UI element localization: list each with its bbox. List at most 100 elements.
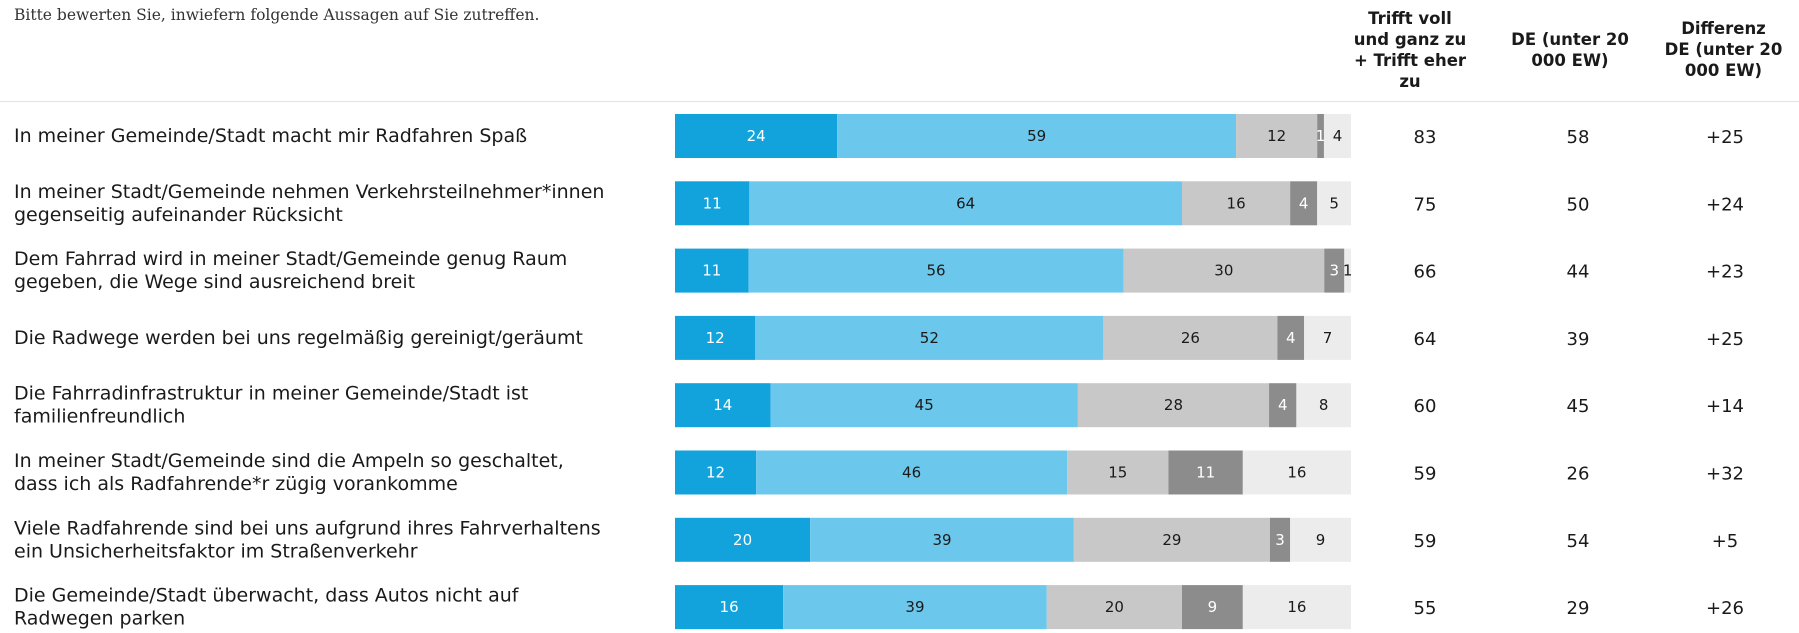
bar-segment-label: 1: [1343, 262, 1353, 280]
bar-segment-label: 12: [1267, 127, 1286, 145]
bar-segment: [1182, 181, 1291, 226]
bar-segment: [1290, 181, 1318, 226]
row-label: In meiner Gemeinde/Stadt macht mir Radfa…: [14, 125, 527, 147]
bar-segment: [1046, 585, 1182, 630]
col-header-de: DE (unter 20 000 EW): [1511, 30, 1629, 70]
row-label: In meiner Stadt/Gemeinde nehmen Verkehrs…: [14, 181, 604, 226]
bar-segment: [675, 181, 750, 226]
row-label: In meiner Stadt/Gemeinde sind die Ampeln…: [14, 450, 564, 495]
bar-segment-label: 4: [1333, 127, 1343, 145]
bar-segment-label: 16: [1227, 194, 1246, 212]
bar-segment-label: 16: [1287, 464, 1306, 482]
bar-segment: [1304, 315, 1351, 360]
bar-segment-label: 39: [905, 598, 924, 616]
bar-segment: [1242, 450, 1351, 495]
bar-segment-label: 12: [706, 464, 725, 482]
bar-segment-label: 16: [1287, 598, 1306, 616]
row-label: Die Fahrradinfrastruktur in meiner Gemei…: [14, 383, 528, 428]
de-value: 58: [1567, 127, 1590, 148]
row-label: Die Gemeinde/Stadt überwacht, dass Autos…: [14, 585, 520, 630]
bar-segment: [1067, 450, 1169, 495]
col-header-diff: Differenz DE (unter 20 000 EW): [1664, 19, 1783, 80]
de-value: 39: [1567, 329, 1590, 350]
col-header-agree: Trifft voll und ganz zu + Trifft eher zu: [1353, 9, 1467, 91]
difference-value: +5: [1712, 531, 1739, 552]
bar-segment-label: 4: [1278, 396, 1288, 414]
bar-segment-label: 29: [1162, 531, 1181, 549]
bar-segment: [675, 315, 756, 360]
difference-value: +32: [1706, 464, 1744, 485]
bar-segment: [749, 181, 1182, 226]
bar-segment-label: 26: [1181, 329, 1200, 347]
de-value: 26: [1567, 464, 1590, 485]
bar-segment-label: 3: [1329, 262, 1339, 280]
row-label: Dem Fahrrad wird in meiner Stadt/Gemeind…: [14, 248, 567, 293]
bar-segment: [675, 114, 838, 158]
header-separator: [0, 101, 1799, 102]
bar-segment-label: 64: [956, 194, 975, 212]
bar-segment-label: 11: [703, 194, 722, 212]
bar-segment-label: 3: [1275, 531, 1285, 549]
bar-segment: [1168, 450, 1243, 495]
bar-segment: [1269, 383, 1297, 428]
bar-segment-label: 5: [1329, 194, 1339, 212]
bar-segment-label: 56: [926, 262, 945, 280]
bar-segment: [675, 450, 757, 495]
bar-segment: [675, 248, 749, 293]
de-value: 54: [1567, 531, 1590, 552]
bar-segment-label: 4: [1299, 194, 1309, 212]
bar-segment-label: 59: [1027, 127, 1046, 145]
agree-total-value: 55: [1414, 598, 1437, 619]
bar-segment-label: 15: [1108, 464, 1127, 482]
agree-total-value: 64: [1414, 329, 1437, 350]
difference-value: +24: [1706, 194, 1744, 215]
agree-total-value: 66: [1414, 262, 1437, 283]
difference-value: +23: [1706, 262, 1744, 283]
bar-segment: [755, 315, 1104, 360]
de-value: 29: [1567, 598, 1590, 619]
bar-segment-label: 20: [733, 531, 752, 549]
bar-segment: [1073, 517, 1270, 562]
bar-segment: [1236, 114, 1318, 158]
bar-segment-label: 52: [920, 329, 939, 347]
agree-total-value: 59: [1414, 464, 1437, 485]
bar-segment-label: 8: [1319, 396, 1329, 414]
difference-value: +26: [1706, 598, 1744, 619]
bar-segment: [1317, 114, 1324, 158]
bar-segment-label: 24: [747, 127, 766, 145]
bar-segment: [810, 517, 1074, 562]
bar-segment-label: 14: [713, 396, 732, 414]
bar-segment: [1103, 315, 1278, 360]
question-text: Bitte bewerten Sie, inwiefern folgende A…: [14, 6, 540, 24]
bar-segment: [675, 517, 811, 562]
bar-segment: [1323, 114, 1351, 158]
difference-value: +25: [1706, 127, 1744, 148]
bar-segment: [770, 383, 1078, 428]
de-value: 45: [1567, 396, 1590, 417]
bar-segment-label: 9: [1208, 598, 1218, 616]
bar-segment: [1324, 248, 1345, 293]
difference-value: +25: [1706, 329, 1744, 350]
bar-segment: [1242, 585, 1351, 630]
agree-total-value: 60: [1414, 396, 1437, 417]
de-value: 50: [1567, 194, 1590, 215]
bar-segment: [1182, 585, 1243, 630]
bar-segment-label: 4: [1286, 329, 1296, 347]
bar-segment-label: 12: [706, 329, 725, 347]
difference-value: +14: [1706, 396, 1744, 417]
agree-total-value: 59: [1414, 531, 1437, 552]
bar-segment: [1077, 383, 1270, 428]
bar-segment-label: 30: [1214, 262, 1233, 280]
bar-segment: [1277, 315, 1305, 360]
bar-segment-label: 28: [1164, 396, 1183, 414]
bar-segment: [675, 383, 771, 428]
bar-segment-label: 7: [1323, 329, 1333, 347]
bar-segment: [1317, 181, 1351, 226]
agree-total-value: 83: [1414, 127, 1437, 148]
row-label: Die Radwege werden bei uns regelmäßig ge…: [14, 327, 583, 349]
bar-segment: [756, 450, 1068, 495]
bar-segment: [1290, 517, 1351, 562]
bar-segment: [1344, 248, 1351, 293]
bar-segment-label: 9: [1316, 531, 1326, 549]
